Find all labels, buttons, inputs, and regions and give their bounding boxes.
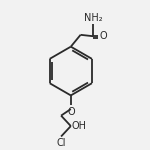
Text: Cl: Cl bbox=[56, 138, 66, 148]
Text: O: O bbox=[99, 31, 107, 41]
Text: O: O bbox=[67, 107, 75, 117]
Text: OH: OH bbox=[72, 121, 87, 131]
Text: NH₂: NH₂ bbox=[84, 13, 102, 23]
